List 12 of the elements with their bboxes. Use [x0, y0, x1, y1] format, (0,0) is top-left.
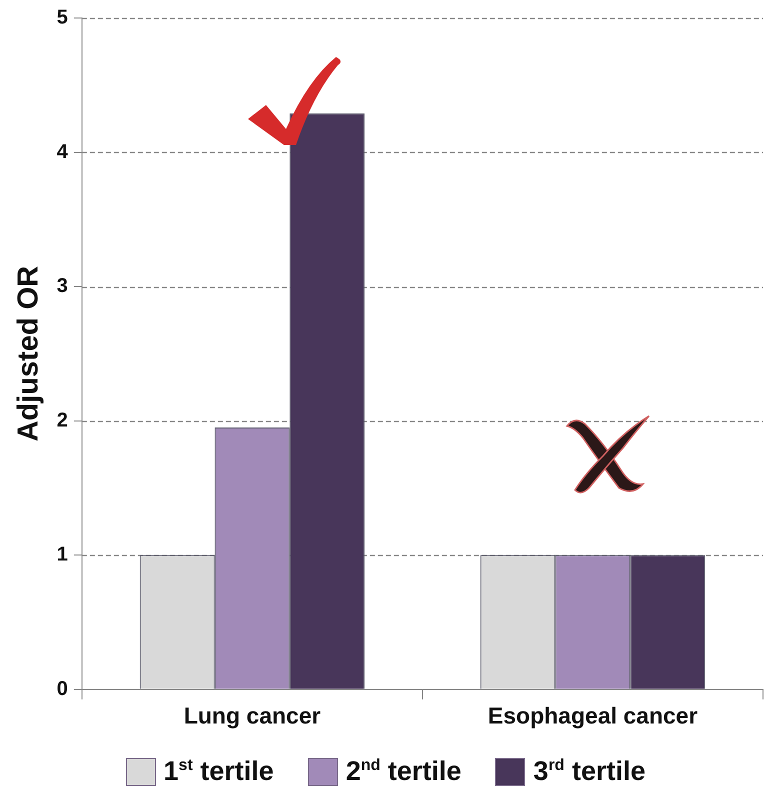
y-tick-label: 4 — [56, 140, 69, 163]
legend-label: 2$^{nd}$ tertile — [346, 756, 462, 787]
legend-label: 3$^{rd}$ tertile — [533, 756, 646, 787]
y-tick-label: 0 — [56, 678, 68, 700]
legend-label: 1$^{st}$ tertile — [164, 756, 274, 787]
y-tick-label: 2 — [56, 409, 68, 432]
x-tick-label: Esophageal cancer — [488, 702, 698, 729]
y-axis-title: Adjusted OR — [12, 266, 44, 442]
y-tick-label: 5 — [56, 6, 68, 29]
y-tick-label: 1 — [56, 544, 68, 566]
x-tick-label: Lung cancer — [184, 702, 321, 729]
y-tick-label: 3 — [56, 275, 68, 298]
